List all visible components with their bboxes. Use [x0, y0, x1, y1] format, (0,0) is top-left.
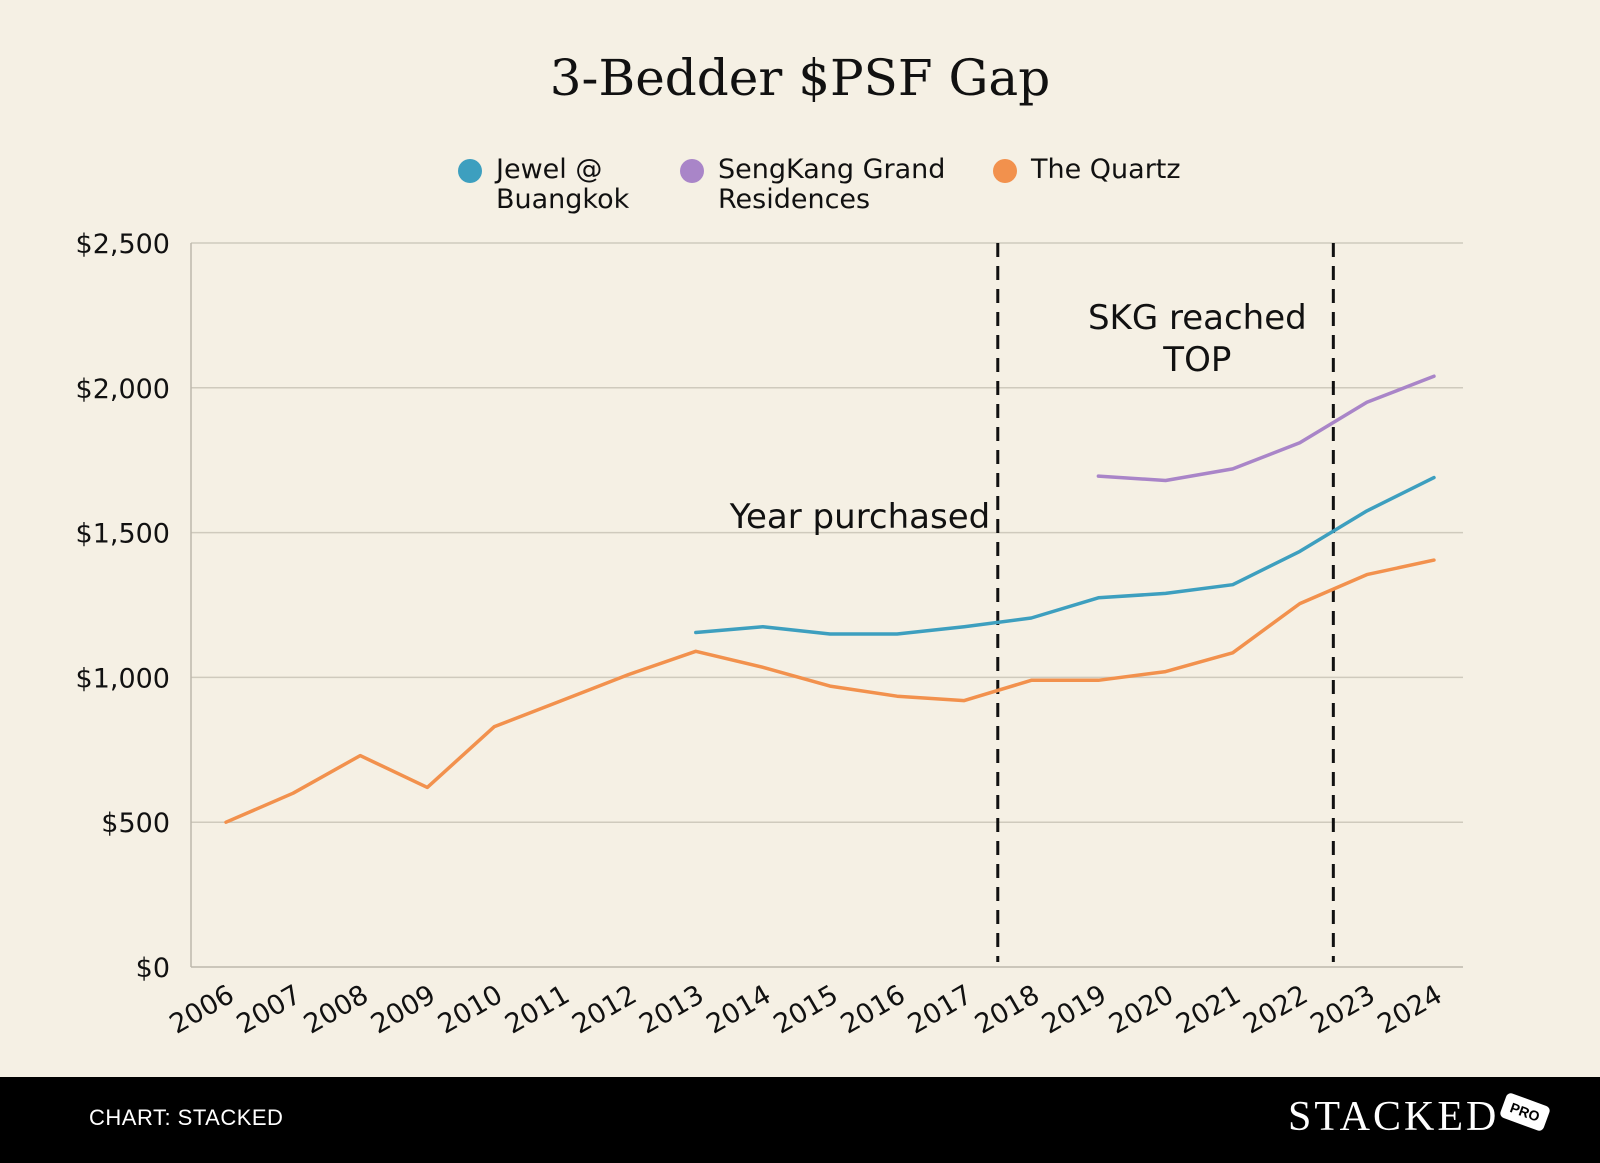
x-tick-label: 2018: [970, 979, 1045, 1040]
legend-label: Buangkok: [496, 184, 630, 215]
chart-credit: CHART: STACKED: [89, 1105, 284, 1130]
x-tick-label: 2024: [1372, 979, 1447, 1040]
x-tick-label: 2022: [1238, 979, 1313, 1040]
line-chart: 3-Bedder $PSF Gap Jewel @Buangkok SengKan…: [76, 49, 1463, 1040]
x-tick-label: 2013: [634, 979, 709, 1040]
brand-logo: STACKED: [1288, 1094, 1500, 1140]
legend-label: Residences: [718, 184, 870, 215]
y-tick-label: $2,000: [76, 374, 170, 405]
series-line: [694, 475, 1436, 636]
gridlines: [191, 242, 1463, 823]
x-tick-label: 2016: [836, 979, 911, 1040]
y-tick-label: $500: [101, 808, 170, 839]
legend-marker: [993, 159, 1017, 183]
x-tick-label: 2010: [433, 979, 508, 1040]
annotation-label: SKG reached: [1088, 298, 1307, 338]
x-tick-label: 2007: [232, 979, 307, 1040]
legend-label: The Quartz: [1030, 154, 1181, 185]
x-tick-label: 2012: [567, 979, 642, 1040]
legend-marker: [458, 159, 482, 183]
x-tick-label: 2021: [1171, 979, 1246, 1040]
legend-label: Jewel @: [494, 154, 602, 185]
y-tick-label: $2,500: [76, 229, 170, 260]
legend-label: SengKang Grand: [718, 154, 945, 185]
series-line: [1096, 374, 1436, 483]
x-tick-label: 2009: [366, 979, 441, 1040]
y-tick-label: $1,500: [76, 519, 170, 550]
x-tick-label: 2019: [1037, 979, 1112, 1040]
x-tick-label: 2008: [299, 979, 374, 1040]
x-tick-label: 2014: [701, 979, 776, 1040]
x-axis-ticks: 2006200720082009201020112012201320142015…: [164, 979, 1447, 1040]
legend-marker: [680, 159, 704, 183]
x-tick-label: 2015: [768, 979, 843, 1040]
annotation-label: TOP: [1162, 340, 1231, 380]
axes: [190, 243, 1463, 968]
annotation-label: Year purchased: [729, 497, 990, 537]
x-tick-label: 2020: [1104, 979, 1179, 1040]
y-tick-label: $0: [136, 953, 170, 984]
pro-badge: PRO: [1498, 1091, 1552, 1133]
x-tick-label: 2011: [500, 979, 575, 1040]
x-tick-label: 2017: [903, 979, 978, 1040]
series-line: [224, 558, 1436, 824]
series-lines: [224, 374, 1436, 824]
y-axis-ticks: $0 $500 $1,000 $1,500 $2,000 $2,500: [76, 229, 170, 984]
x-tick-label: 2006: [164, 979, 239, 1040]
chart-title: 3-Bedder $PSF Gap: [550, 49, 1051, 107]
y-tick-label: $1,000: [76, 663, 170, 694]
footer-bar: CHART: STACKED STACKED PRO: [0, 1077, 1600, 1163]
x-tick-label: 2023: [1305, 979, 1380, 1040]
